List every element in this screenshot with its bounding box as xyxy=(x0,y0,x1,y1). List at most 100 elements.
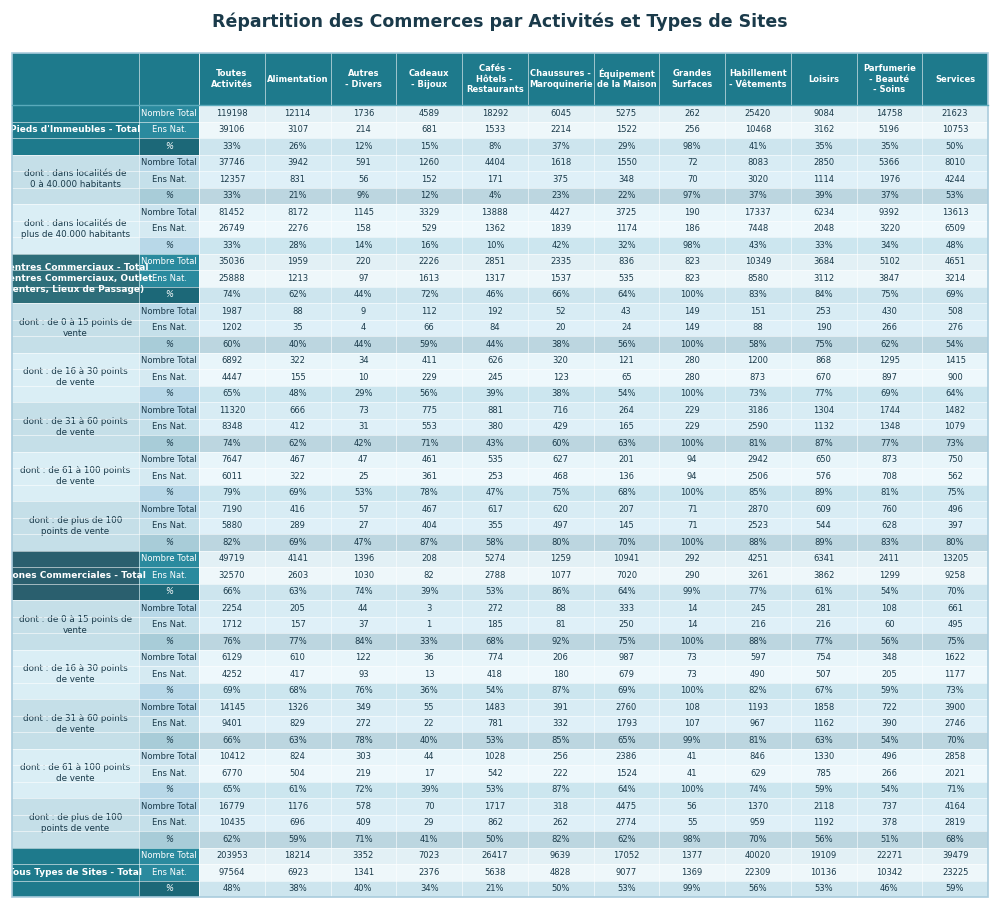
Bar xyxy=(199,369,265,385)
Bar xyxy=(199,468,265,485)
Text: 79%: 79% xyxy=(223,489,241,497)
Text: 71: 71 xyxy=(687,522,697,531)
Text: 404: 404 xyxy=(421,522,437,531)
Bar xyxy=(725,155,791,171)
Bar xyxy=(199,319,265,336)
Bar xyxy=(528,385,594,402)
Bar xyxy=(139,171,199,188)
Text: 4651: 4651 xyxy=(945,257,966,266)
Text: 33%: 33% xyxy=(814,241,833,250)
Bar xyxy=(462,534,528,551)
Bar xyxy=(199,418,265,435)
Bar xyxy=(199,286,265,303)
Text: 92%: 92% xyxy=(551,637,570,646)
Bar xyxy=(462,814,528,831)
Text: 152: 152 xyxy=(421,175,437,184)
Bar xyxy=(922,418,988,435)
Bar xyxy=(659,485,725,501)
Bar xyxy=(659,352,725,369)
Text: 71%: 71% xyxy=(354,834,373,844)
Bar xyxy=(139,105,199,122)
Bar xyxy=(199,716,265,732)
Text: 496: 496 xyxy=(881,752,897,761)
Bar xyxy=(139,336,199,352)
Bar xyxy=(725,352,791,369)
Text: dont : de 0 à 15 points de
vente: dont : de 0 à 15 points de vente xyxy=(19,615,132,635)
Bar xyxy=(199,155,265,171)
Text: 7448: 7448 xyxy=(747,224,768,233)
Bar xyxy=(330,798,396,814)
Bar xyxy=(856,617,922,633)
Text: 4252: 4252 xyxy=(221,670,242,679)
Bar xyxy=(922,798,988,814)
Bar xyxy=(396,534,462,551)
Text: 1145: 1145 xyxy=(353,208,374,217)
Text: 3261: 3261 xyxy=(747,571,768,580)
Bar xyxy=(462,699,528,716)
Text: 20: 20 xyxy=(555,323,566,332)
Text: Ens Nat.: Ens Nat. xyxy=(152,422,186,431)
Text: 70: 70 xyxy=(687,175,697,184)
Bar xyxy=(265,138,330,155)
Text: 2118: 2118 xyxy=(813,802,834,811)
Text: 2819: 2819 xyxy=(945,818,966,827)
Text: 58%: 58% xyxy=(749,339,767,349)
Bar xyxy=(330,748,396,765)
Bar xyxy=(791,748,856,765)
Bar xyxy=(856,880,922,897)
Bar xyxy=(139,666,199,683)
Bar xyxy=(791,303,856,319)
Bar xyxy=(856,518,922,534)
Bar xyxy=(199,105,265,122)
Bar xyxy=(462,716,528,732)
Text: 281: 281 xyxy=(816,604,832,613)
Bar xyxy=(594,798,659,814)
Bar xyxy=(856,485,922,501)
Bar xyxy=(139,352,199,369)
Text: 1377: 1377 xyxy=(681,851,703,860)
Bar xyxy=(594,105,659,122)
Bar xyxy=(462,847,528,864)
Bar xyxy=(659,831,725,847)
Text: 82: 82 xyxy=(424,571,434,580)
Bar xyxy=(139,716,199,732)
Bar xyxy=(139,798,199,814)
Text: 9084: 9084 xyxy=(813,109,834,118)
Text: 562: 562 xyxy=(947,472,963,480)
Text: 53%: 53% xyxy=(617,884,636,893)
Bar xyxy=(330,221,396,237)
Text: 35036: 35036 xyxy=(219,257,245,266)
Bar xyxy=(791,617,856,633)
Bar xyxy=(462,781,528,798)
Bar xyxy=(528,221,594,237)
Text: 10349: 10349 xyxy=(745,257,771,266)
Bar xyxy=(922,270,988,286)
Text: 69%: 69% xyxy=(288,538,307,547)
Text: 25888: 25888 xyxy=(219,274,245,283)
Text: 626: 626 xyxy=(487,356,503,365)
Text: 66%: 66% xyxy=(222,587,241,597)
Bar xyxy=(330,864,396,880)
Bar xyxy=(199,534,265,551)
Bar xyxy=(199,765,265,781)
Text: 87%: 87% xyxy=(420,538,438,547)
Text: 136: 136 xyxy=(618,472,634,480)
Text: 66%: 66% xyxy=(551,290,570,299)
Bar xyxy=(265,765,330,781)
Bar xyxy=(725,567,791,584)
Bar xyxy=(922,385,988,402)
Text: 1369: 1369 xyxy=(682,867,703,877)
Text: 1483: 1483 xyxy=(484,703,506,712)
Text: 50%: 50% xyxy=(551,884,570,893)
Text: 1259: 1259 xyxy=(550,554,571,564)
Text: 542: 542 xyxy=(487,769,503,778)
Bar xyxy=(396,188,462,204)
Text: dont : de 31 à 60 points
de vente: dont : de 31 à 60 points de vente xyxy=(23,416,128,436)
Text: 7020: 7020 xyxy=(616,571,637,580)
Bar xyxy=(594,534,659,551)
Text: 64%: 64% xyxy=(617,785,636,794)
Bar xyxy=(725,501,791,518)
Text: 2021: 2021 xyxy=(945,769,966,778)
Bar xyxy=(462,319,528,336)
Bar xyxy=(528,485,594,501)
